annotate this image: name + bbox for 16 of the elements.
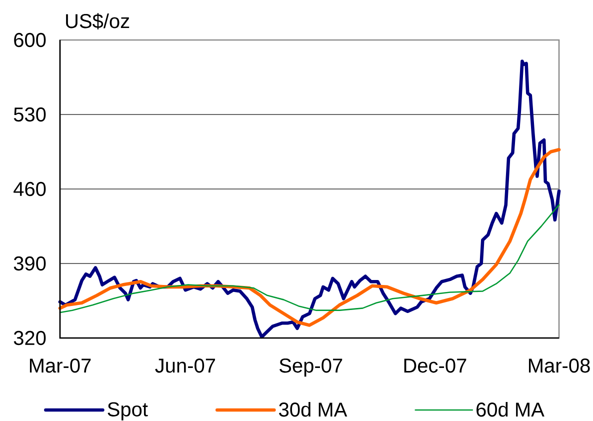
y-tick-label: 390 <box>14 256 46 271</box>
x-tick-label: Mar-08 <box>528 358 590 373</box>
line-series <box>58 148 561 327</box>
x-tick-label: Dec-07 <box>404 358 466 373</box>
line-series <box>59 204 560 314</box>
x-tick-label: Sep-07 <box>280 358 342 377</box>
y-tick-label: 600 <box>14 32 46 48</box>
x-tick-label: Jun-07 <box>155 358 216 373</box>
legend-label: Spot <box>108 402 148 420</box>
y-tick-label: 320 <box>14 330 46 346</box>
legend-label: 30d MA <box>279 402 348 417</box>
y-tick-label: 530 <box>14 107 46 122</box>
legend-label: 60d MA <box>476 402 544 417</box>
y-tick-label: 460 <box>14 182 46 196</box>
y-axis-title: US$/oz <box>66 13 130 30</box>
x-tick-label: Mar-07 <box>30 358 91 373</box>
